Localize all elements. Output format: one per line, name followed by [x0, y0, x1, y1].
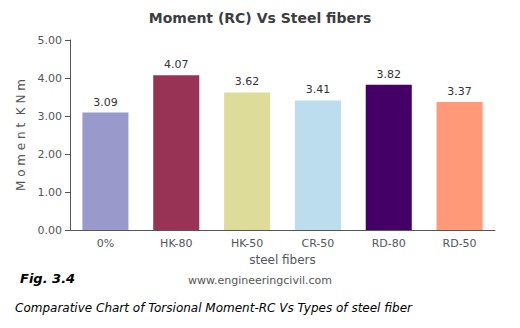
svg-text:RD-80: RD-80	[372, 237, 406, 250]
svg-text:2.00: 2.00	[38, 148, 63, 161]
svg-text:4.07: 4.07	[164, 58, 189, 71]
svg-text:RD-50: RD-50	[443, 237, 477, 250]
svg-text:0%: 0%	[97, 237, 114, 250]
svg-text:M o m e n t K N m: M o m e n t K N m	[14, 79, 28, 191]
svg-text:4.00: 4.00	[38, 72, 63, 85]
svg-text:Moment (RC) Vs Steel fibers: Moment (RC) Vs Steel fibers	[149, 10, 372, 26]
svg-text:Comparative Chart of Torsional: Comparative Chart of Torsional Moment-RC…	[15, 301, 413, 315]
svg-text:3.37: 3.37	[447, 85, 472, 98]
svg-text:steel fibers: steel fibers	[249, 253, 316, 267]
svg-text:1.00: 1.00	[38, 186, 63, 199]
svg-text:5.00: 5.00	[38, 34, 63, 47]
svg-text:HK-80: HK-80	[160, 237, 192, 250]
svg-text:3.09: 3.09	[93, 96, 118, 109]
svg-text:CR-50: CR-50	[301, 237, 334, 250]
svg-text:3.00: 3.00	[38, 110, 63, 123]
svg-text:www.engineeringcivil.com: www.engineeringcivil.com	[188, 274, 332, 287]
svg-text:3.41: 3.41	[306, 83, 331, 96]
svg-text:3.82: 3.82	[377, 68, 402, 81]
svg-text:3.62: 3.62	[235, 75, 260, 88]
svg-text:HK-50: HK-50	[231, 237, 263, 250]
svg-text:Fig. 3.4: Fig. 3.4	[20, 271, 75, 286]
svg-text:0.00: 0.00	[38, 224, 63, 237]
